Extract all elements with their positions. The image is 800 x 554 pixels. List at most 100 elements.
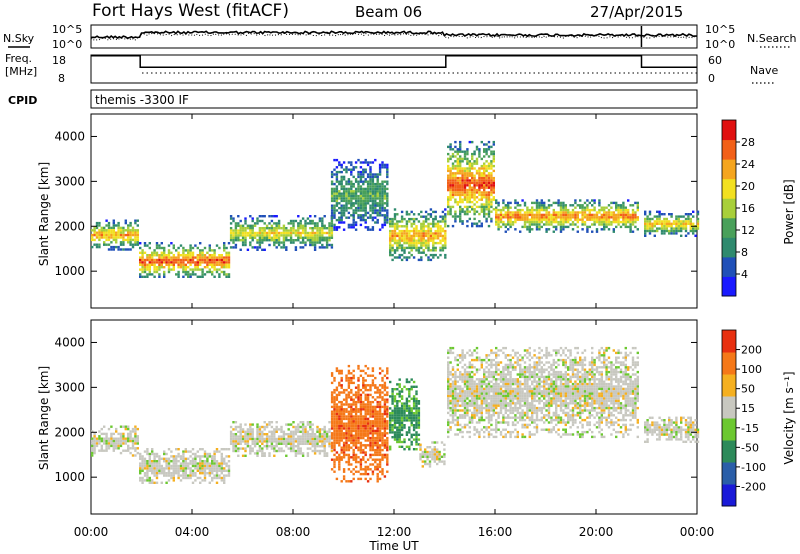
power-echo-cell: [521, 213, 524, 217]
velocity-echo-cell: [338, 439, 341, 442]
power-echo-cell: [461, 181, 464, 185]
power-echo-cell: [535, 211, 539, 214]
velocity-echo-cell: [426, 455, 429, 458]
power-echo-cell: [393, 225, 397, 228]
power-echo-cell: [456, 188, 459, 192]
velocity-echo-cell: [408, 445, 411, 448]
power-echo-cell: [405, 232, 409, 235]
power-echo-cell: [163, 273, 166, 276]
power-echo-cell: [196, 246, 199, 250]
power-echo-cell: [499, 220, 503, 224]
power-echo-cell: [483, 215, 486, 218]
power-echo-cell: [480, 174, 483, 177]
power-echo-cell: [475, 200, 479, 204]
velocity-echo-cells: [91, 346, 700, 484]
power-echo-cell: [316, 227, 319, 230]
velocity-echo-cell: [374, 376, 377, 380]
power-echo-cell: [223, 273, 226, 276]
power-echo-cell: [412, 239, 416, 242]
velocity-echo-cell: [352, 403, 355, 406]
velocity-echo-cell: [110, 437, 113, 440]
velocity-echo-cell: [172, 467, 175, 470]
velocity-echo-cell: [232, 421, 235, 424]
power-echo-cell: [444, 229, 447, 233]
power-echo-cell: [383, 221, 387, 224]
velocity-echo-cell: [371, 367, 375, 370]
velocity-echo-cell: [352, 458, 355, 461]
power-echo-cell: [591, 218, 594, 221]
velocity-echo-cell: [139, 462, 142, 465]
power-echo-cell: [335, 158, 339, 162]
velocity-echo-cell: [364, 465, 367, 469]
power-echo-cell: [369, 209, 372, 212]
velocity-echo-cell: [449, 421, 452, 424]
velocity-echo-cell: [241, 428, 245, 431]
velocity-echo-cell: [376, 422, 379, 425]
velocity-echo-cell: [433, 446, 436, 449]
power-echo-cell: [321, 227, 324, 230]
power-echo-cell: [559, 230, 563, 233]
velocity-echo-cell: [311, 442, 314, 445]
power-echo-cell: [141, 249, 144, 252]
velocity-echo-cell: [438, 450, 441, 454]
power-echo-cell: [131, 243, 135, 246]
velocity-echo-cell: [436, 458, 439, 461]
velocity-echo-cell: [378, 432, 382, 435]
power-echo-cell: [345, 216, 348, 219]
power-echo-cell: [617, 204, 620, 207]
power-echo-cell: [447, 164, 450, 168]
power-echo-cell: [463, 198, 467, 201]
velocity-echo-cell: [345, 480, 348, 483]
power-echo-cell: [117, 233, 120, 237]
power-echo-cell: [241, 229, 245, 232]
power-echo-cell: [381, 206, 384, 210]
velocity-echo-cell: [352, 420, 355, 423]
velocity-echo-cell: [203, 455, 207, 458]
velocity-echo-cell: [369, 424, 372, 428]
velocity-echo-cell: [208, 481, 211, 484]
velocity-echo-cell: [459, 373, 462, 376]
velocity-echo-cell: [333, 417, 336, 421]
colorbar-segment: [722, 276, 736, 297]
velocity-echo-cell: [417, 402, 421, 405]
power-echo-cell: [297, 231, 300, 235]
power-echo-cell: [316, 236, 319, 239]
power-echo-cell: [574, 218, 577, 221]
power-echo-cell: [268, 236, 271, 239]
power-echo-cell: [241, 227, 245, 230]
power-echo-cell: [391, 229, 394, 233]
power-echo-cell: [389, 234, 392, 238]
power-echo-cell: [196, 258, 199, 262]
power-echo-cell: [631, 230, 635, 233]
velocity-echo-cell: [347, 468, 351, 471]
power-echo-cell: [593, 223, 596, 226]
velocity-echo-cell: [292, 430, 295, 433]
power-echo-cell: [400, 237, 404, 240]
power-echo-cell: [483, 148, 486, 151]
power-echo-cell: [153, 266, 156, 269]
power-echo-cell: [555, 225, 558, 229]
power-echo-cell: [471, 157, 474, 161]
velocity-echo-cell: [381, 468, 384, 471]
velocity-echo-cell: [335, 396, 339, 399]
power-echo-cell: [275, 215, 278, 218]
power-echo-cell: [263, 222, 266, 225]
power-echo-cell: [567, 218, 570, 221]
power-echo-cell: [660, 225, 664, 228]
velocity-echo-cell: [454, 392, 457, 395]
velocity-echo-cell: [223, 460, 226, 463]
power-echo-cell: [201, 275, 204, 278]
power-echo-cell: [588, 216, 591, 219]
velocity-echo-cell: [122, 439, 125, 443]
power-echo-cell: [146, 254, 149, 257]
velocity-echo-cell: [251, 440, 254, 443]
power-echo-cell: [475, 172, 479, 175]
power-echo-cell: [364, 226, 367, 229]
power-echo-cell: [330, 231, 334, 235]
power-echo-cell: [119, 229, 123, 232]
power-echo-cell: [112, 224, 115, 227]
velocity-echo-cell: [362, 386, 365, 389]
power-echo-cell: [163, 270, 166, 274]
power-echo-cell: [352, 223, 355, 227]
power-echo-cell: [516, 211, 519, 214]
